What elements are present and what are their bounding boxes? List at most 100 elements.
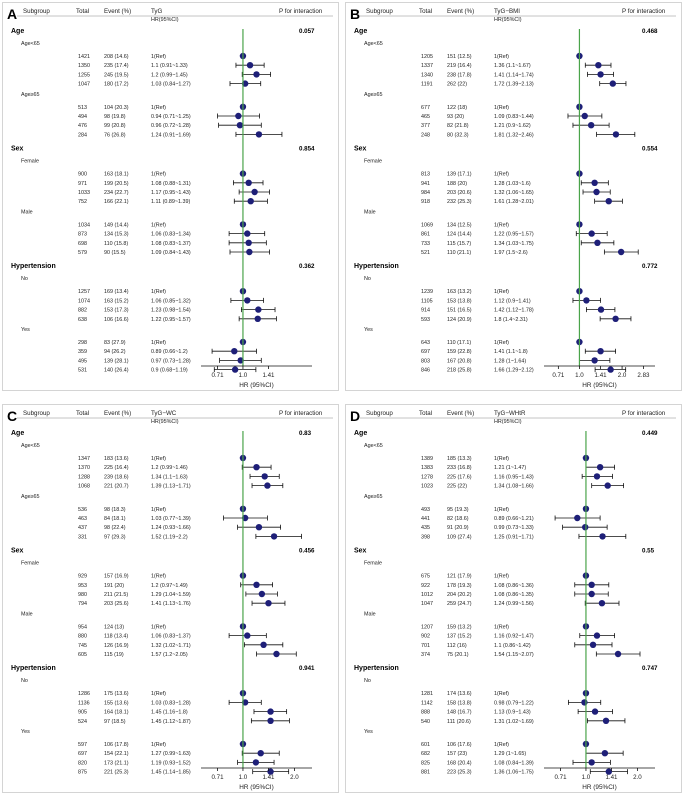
header-hr-ci: HR(95%CI) (494, 17, 522, 23)
row-hr-ci: 1.23 (0.98~1.54) (151, 308, 191, 314)
x-tick-label: 0.71 (211, 372, 224, 379)
group-label: Hypertension (354, 665, 399, 672)
p-value: 0.941 (299, 665, 315, 672)
row-hr-ci: 0.94 (0.71~1.25) (151, 114, 191, 120)
row-total: 359 (78, 349, 87, 355)
x-axis-label: HR (95%CI) (582, 784, 616, 791)
group-label: Sex (11, 146, 24, 153)
row-event: 225 (16.4) (104, 465, 129, 471)
hr-point (593, 632, 601, 639)
p-value: 0.55 (642, 548, 655, 555)
row-total: 698 (78, 241, 87, 247)
row-hr-ci: 1.36 (1.06~1.75) (494, 770, 534, 776)
hr-point (612, 131, 620, 138)
row-total: 929 (78, 574, 87, 580)
header-subgroup: Subgroup (366, 410, 393, 417)
row-total: 697 (78, 751, 87, 757)
hr-point (253, 71, 260, 78)
hr-point (597, 306, 605, 313)
hr-point (591, 179, 598, 186)
row-total: 1205 (421, 54, 433, 60)
row-total: 1105 (421, 298, 433, 304)
row-event: 90 (15.5) (104, 250, 126, 256)
group-label: Hypertension (11, 665, 56, 672)
hr-point (612, 315, 619, 322)
hr-point (599, 533, 606, 540)
row-hr-ci: 1.19 (0.93~1.52) (151, 760, 191, 766)
row-event: 115 (19) (104, 652, 124, 658)
hr-point (267, 768, 274, 775)
hr-point (591, 708, 599, 715)
panel-a: A Subgroup Total Event (%) TyG HR(95%CI) P for… (2, 2, 339, 391)
row-event: 208 (14.6) (104, 54, 129, 60)
subgroup-label: Male (364, 611, 376, 617)
row-event: 124 (20.9) (447, 317, 472, 323)
row-total: 441 (421, 516, 430, 522)
subgroup-label: Age<65 (364, 443, 383, 449)
row-hr-ci: 1(Ref) (151, 574, 166, 580)
row-event: 221 (20.7) (104, 484, 129, 490)
subgroup-label: Female (364, 561, 382, 567)
row-hr-ci: 1.29 (1~1.65) (494, 751, 526, 757)
row-total: 914 (421, 308, 430, 314)
row-event: 98 (22.4) (104, 525, 126, 531)
subgroup-label: No (364, 276, 371, 282)
row-hr-ci: 1.34 (1.1~1.63) (151, 474, 188, 480)
row-total: 1350 (78, 63, 90, 69)
row-hr-ci: 1.24 (0.93~1.66) (151, 525, 191, 531)
group-label: Sex (354, 146, 367, 153)
hr-point (245, 239, 252, 246)
row-hr-ci: 1(Ref) (494, 172, 509, 178)
row-event: 211 (21.5) (104, 592, 128, 598)
row-event: 155 (13.6) (104, 700, 129, 706)
hr-point (605, 198, 612, 205)
row-event: 134 (15.3) (104, 232, 129, 238)
row-event: 110 (17.1) (447, 340, 471, 346)
x-axis-label: HR (95%CI) (239, 382, 273, 389)
row-total: 540 (421, 719, 430, 725)
hr-point (255, 524, 263, 531)
row-hr-ci: 1.08 (0.84~1.39) (494, 760, 534, 766)
row-total: 1142 (421, 700, 433, 706)
row-hr-ci: 1.16 (0.95~1.43) (494, 474, 534, 480)
row-event: 203 (25.6) (104, 601, 129, 607)
row-event: 118 (13.4) (104, 634, 128, 640)
row-total: 880 (78, 634, 87, 640)
row-total: 918 (421, 199, 430, 205)
x-tick-label: 1.41 (595, 372, 608, 379)
hr-point (270, 533, 278, 540)
row-event: 98 (19.8) (104, 114, 126, 120)
row-event: 234 (22.7) (104, 190, 129, 196)
row-hr-ci: 0.89 (0.66~1.21) (494, 516, 534, 522)
header-subgroup: Subgroup (23, 410, 50, 417)
row-event: 106 (17.6) (447, 742, 472, 748)
row-total: 638 (78, 317, 87, 323)
panel-letter: A (7, 6, 17, 22)
x-tick-label: 1.0 (582, 774, 591, 781)
row-hr-ci: 1.31 (1.02~1.69) (494, 719, 534, 725)
header-p-interaction: P for interaction (622, 410, 666, 417)
header-subgroup: Subgroup (23, 8, 50, 15)
row-event: 111 (20.6) (447, 719, 471, 725)
hr-point (247, 198, 254, 205)
p-value: 0.854 (299, 146, 315, 153)
row-hr-ci: 1.08 (0.83~1.37) (151, 241, 191, 247)
row-hr-ci: 1.25 (0.91~1.71) (494, 534, 534, 540)
hr-point (609, 80, 617, 87)
row-total: 495 (78, 358, 87, 364)
hr-point (588, 230, 595, 237)
hr-point (255, 131, 263, 138)
row-hr-ci: 1.57 (1.2~2.05) (151, 652, 188, 658)
row-hr-ci: 1.2 (0.99~1.45) (151, 72, 188, 78)
x-tick-label: 1.41 (605, 774, 618, 781)
row-total: 531 (78, 368, 87, 374)
row-total: 437 (78, 525, 87, 531)
x-tick-label: 2.0 (618, 372, 627, 379)
row-hr-ci: 1.36 (1.1~1.67) (494, 63, 531, 69)
p-value: 0.772 (642, 263, 658, 270)
row-event: 180 (17.2) (104, 82, 129, 88)
x-tick-label: 2.83 (637, 372, 650, 379)
row-hr-ci: 1.12 (0.9~1.41) (494, 298, 531, 304)
hr-point (246, 248, 253, 256)
row-event: 166 (22.1) (104, 199, 129, 205)
